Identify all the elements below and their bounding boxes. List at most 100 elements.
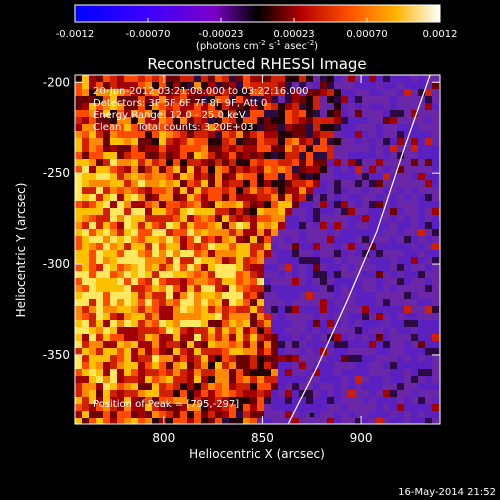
heatmap-cell (180, 264, 187, 271)
heatmap-cell (250, 355, 257, 362)
heatmap-cell (138, 278, 145, 285)
heatmap-cell (152, 201, 159, 208)
heatmap-cell (390, 82, 397, 89)
heatmap-cell (418, 215, 425, 222)
heatmap-cell (418, 271, 425, 278)
heatmap-cell (208, 257, 215, 264)
heatmap-cell (152, 292, 159, 299)
heatmap-cell (425, 299, 432, 306)
heatmap-cell (320, 341, 327, 348)
heatmap-cell (257, 117, 264, 124)
heatmap-cell (243, 313, 250, 320)
heatmap-cell (194, 355, 201, 362)
heatmap-cell (404, 187, 411, 194)
heatmap-cell (397, 208, 404, 215)
heatmap-cell (425, 236, 432, 243)
heatmap-cell (285, 278, 292, 285)
heatmap-cell (397, 236, 404, 243)
heatmap-cell (299, 243, 306, 250)
heatmap-cell (355, 320, 362, 327)
heatmap-cell (397, 75, 404, 82)
heatmap-cell (348, 355, 355, 362)
heatmap-cell (418, 334, 425, 341)
heatmap-cell (390, 243, 397, 250)
heatmap-cell (173, 180, 180, 187)
heatmap-cell (397, 215, 404, 222)
heatmap-cell (369, 369, 376, 376)
heatmap-cell (173, 222, 180, 229)
heatmap-cell (257, 376, 264, 383)
heatmap-cell (432, 152, 439, 159)
heatmap-cell (229, 348, 236, 355)
heatmap-cell (348, 383, 355, 390)
heatmap-cell (292, 131, 299, 138)
heatmap-cell (222, 341, 229, 348)
heatmap-cell (215, 103, 222, 110)
heatmap-cell (250, 131, 257, 138)
heatmap-cell (243, 355, 250, 362)
heatmap-cell (75, 236, 82, 243)
heatmap-cell (96, 285, 103, 292)
heatmap-cell (194, 208, 201, 215)
heatmap-cell (411, 124, 418, 131)
heatmap-cell (341, 89, 348, 96)
heatmap-cell (222, 292, 229, 299)
heatmap-cell (103, 313, 110, 320)
heatmap-cell (271, 292, 278, 299)
heatmap-cell (236, 411, 243, 418)
heatmap-cell (208, 229, 215, 236)
heatmap-cell (103, 201, 110, 208)
heatmap-cell (341, 313, 348, 320)
heatmap-cell (229, 145, 236, 152)
heatmap-cell (187, 110, 194, 117)
heatmap-cell (243, 257, 250, 264)
heatmap-cell (82, 404, 89, 411)
heatmap-cell (159, 376, 166, 383)
heatmap-cell (208, 418, 215, 424)
heatmap-cell (82, 96, 89, 103)
heatmap-cell (327, 313, 334, 320)
heatmap-cell (362, 194, 369, 201)
heatmap-cell (187, 397, 194, 404)
heatmap-cell (159, 229, 166, 236)
heatmap-cell (404, 180, 411, 187)
heatmap-cell (411, 418, 418, 424)
heatmap-cell (257, 313, 264, 320)
heatmap-cell (222, 264, 229, 271)
heatmap-cell (327, 243, 334, 250)
heatmap-cell (313, 110, 320, 117)
heatmap-cell (341, 208, 348, 215)
heatmap-cell (243, 152, 250, 159)
heatmap-cell (383, 229, 390, 236)
heatmap-cell (166, 117, 173, 124)
heatmap-cell (243, 75, 250, 82)
heatmap-cell (411, 145, 418, 152)
heatmap-cell (313, 215, 320, 222)
heatmap-cell (348, 138, 355, 145)
heatmap-cell (411, 383, 418, 390)
heatmap-cell (96, 376, 103, 383)
heatmap-cell (362, 173, 369, 180)
heatmap-cell (159, 299, 166, 306)
heatmap-cell (404, 138, 411, 145)
heatmap-cell (103, 208, 110, 215)
heatmap-cell (145, 313, 152, 320)
heatmap-cell (250, 397, 257, 404)
heatmap-cell (117, 103, 124, 110)
heatmap-cell (145, 117, 152, 124)
heatmap-cell (124, 257, 131, 264)
heatmap-cell (138, 159, 145, 166)
heatmap-cell (299, 299, 306, 306)
heatmap-cell (82, 236, 89, 243)
heatmap-cell (348, 341, 355, 348)
heatmap-cell (285, 236, 292, 243)
heatmap-cell (334, 390, 341, 397)
heatmap-cell (390, 96, 397, 103)
heatmap-cell (397, 201, 404, 208)
heatmap-cell (124, 222, 131, 229)
heatmap-cell (376, 334, 383, 341)
heatmap-cell (320, 327, 327, 334)
heatmap-cell (159, 341, 166, 348)
heatmap-cell (327, 362, 334, 369)
heatmap-cell (334, 145, 341, 152)
